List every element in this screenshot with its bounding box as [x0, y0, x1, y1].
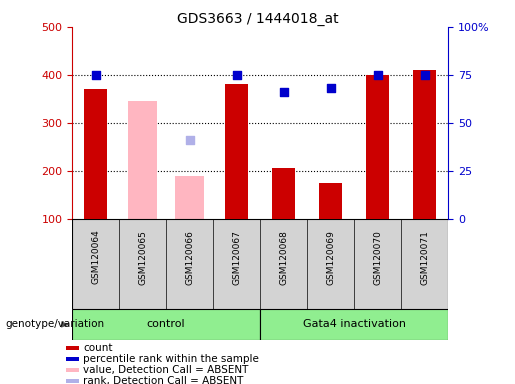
Text: value, Detection Call = ABSENT: value, Detection Call = ABSENT	[83, 365, 248, 375]
Text: GSM120065: GSM120065	[138, 230, 147, 285]
Text: GDS3663 / 1444018_at: GDS3663 / 1444018_at	[177, 12, 338, 25]
Point	[185, 137, 194, 143]
Bar	[366, 75, 389, 219]
Text: GSM120068: GSM120068	[279, 230, 288, 285]
Bar	[72, 309, 260, 340]
Text: GSM120071: GSM120071	[420, 230, 429, 285]
Bar	[225, 84, 248, 219]
Bar	[176, 176, 204, 219]
Text: GSM120066: GSM120066	[185, 230, 194, 285]
Bar	[84, 89, 107, 219]
Bar	[260, 309, 448, 340]
Text: GSM120064: GSM120064	[91, 230, 100, 285]
Point	[92, 72, 100, 78]
Point	[280, 89, 288, 95]
Text: control: control	[147, 319, 185, 329]
Point	[232, 72, 241, 78]
Point	[420, 72, 428, 78]
Point	[327, 85, 335, 91]
Text: Gata4 inactivation: Gata4 inactivation	[303, 319, 406, 329]
Bar	[319, 183, 342, 219]
Bar	[129, 101, 157, 219]
Text: genotype/variation: genotype/variation	[5, 319, 104, 329]
Text: count: count	[83, 343, 113, 353]
Text: percentile rank within the sample: percentile rank within the sample	[83, 354, 259, 364]
Bar	[66, 357, 79, 361]
Bar	[66, 346, 79, 349]
Text: rank, Detection Call = ABSENT: rank, Detection Call = ABSENT	[83, 376, 244, 384]
Text: GSM120067: GSM120067	[232, 230, 241, 285]
Bar	[272, 169, 295, 219]
Bar	[66, 379, 79, 383]
Polygon shape	[61, 321, 70, 328]
Text: GSM120070: GSM120070	[373, 230, 382, 285]
Bar	[413, 70, 436, 219]
Bar	[66, 368, 79, 372]
Text: GSM120069: GSM120069	[326, 230, 335, 285]
Point	[373, 72, 382, 78]
